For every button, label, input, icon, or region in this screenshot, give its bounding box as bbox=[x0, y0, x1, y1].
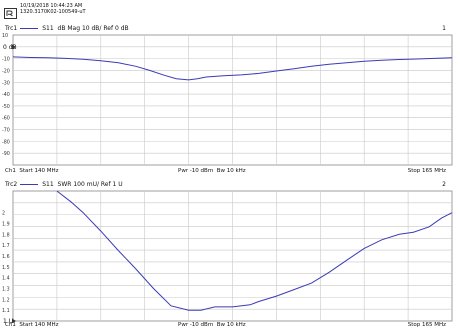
trace2-swatch bbox=[20, 184, 39, 185]
c2-y-tick-label: 1.8 bbox=[2, 232, 10, 238]
c2-y-tick-label: 1.5 bbox=[2, 265, 10, 271]
trace1-y-labels: 10 -10 -20 -30 -40 -50 -60 -70 -80 -90 bbox=[2, 33, 10, 157]
c2-y-tick-label: 1.1 bbox=[2, 308, 10, 314]
trace1-footer-start: Ch1 Start 140 MHz bbox=[5, 168, 59, 174]
trace2-format: SWR bbox=[57, 181, 72, 188]
trace1-ref-marker: 0 dB bbox=[3, 44, 17, 51]
trace2-param: S11 bbox=[42, 181, 54, 188]
trace2-ref: Ref 1 U bbox=[100, 181, 123, 188]
c1-y-tick-label: -70 bbox=[2, 128, 10, 134]
trace2-number: 2 bbox=[442, 181, 446, 188]
trace2-ref-arrow-icon bbox=[12, 318, 16, 323]
trace2-footer-pwr: Pwr -10 dBm bbox=[178, 322, 214, 328]
trace1-footer-ch: Ch1 bbox=[5, 168, 16, 174]
c1-y-tick-label: -60 bbox=[2, 116, 10, 122]
trace2-footer-start: Ch1 Start 140 MHz bbox=[5, 322, 59, 328]
c1-y-tick-label: -20 bbox=[2, 68, 10, 74]
trace1-footer-start-freq: Start 140 MHz bbox=[19, 168, 59, 174]
c1-y-tick-label: -90 bbox=[2, 151, 10, 157]
device-id: 1320.3170K02-100549-uT bbox=[20, 9, 86, 15]
trace2-header: Trc2 S11 SWR 100 mU/ Ref 1 U bbox=[5, 181, 123, 188]
trace1-footer-bw: Bw 10 kHz bbox=[216, 168, 246, 174]
c1-y-tick-label: -10 bbox=[2, 57, 10, 63]
trace2-footer-bw: Bw 10 kHz bbox=[216, 322, 246, 328]
trace1-grid bbox=[12, 34, 453, 166]
trace1-param: S11 bbox=[42, 25, 54, 32]
chart-trace1: 10 -10 -20 -30 -40 -50 -60 -70 -80 -90 0 dB bbox=[2, 33, 453, 166]
c2-y-tick-label: 1.9 bbox=[2, 222, 10, 228]
trace1-header: Trc1 S11 dB Mag 10 dB/ Ref 0 dB bbox=[5, 25, 129, 32]
trace2-footer-ch: Ch1 bbox=[5, 322, 16, 328]
rs-logo-icon bbox=[4, 4, 17, 23]
c1-y-tick-label: -80 bbox=[2, 139, 10, 145]
trace1-footer-stop: Stop 165 MHz bbox=[407, 168, 446, 174]
trace1-ref-arrow-icon bbox=[12, 44, 16, 50]
trace2-grid bbox=[12, 190, 453, 322]
c2-y-tick-label: 1.4 bbox=[2, 276, 10, 282]
c1-y-tick-label: -40 bbox=[2, 92, 10, 98]
trace1-number: 1 bbox=[442, 25, 446, 32]
trace2-id: Trc2 bbox=[5, 181, 18, 188]
chart-trace2: 2 1.9 1.8 1.7 1.6 1.5 1.4 1.3 1.2 1.1 1 U bbox=[2, 190, 453, 323]
trace2-footer-stop: Stop 165 MHz bbox=[407, 322, 446, 328]
c2-y-tick-label: 1.6 bbox=[2, 254, 10, 260]
trace1-format: dB Mag bbox=[57, 25, 81, 32]
trace2-scale: 100 mU/ bbox=[73, 181, 99, 188]
c1-y-tick-label: -30 bbox=[2, 80, 10, 86]
trace1-line bbox=[12, 56, 453, 81]
trace2-ref-marker: 1 U bbox=[3, 318, 13, 323]
trace1-swatch bbox=[20, 28, 39, 29]
trace1-scale: 10 dB/ bbox=[81, 25, 102, 32]
trace1-ref: Ref 0 dB bbox=[103, 25, 129, 32]
trace1-id: Trc1 bbox=[5, 25, 18, 32]
c1-y-tick-label: -50 bbox=[2, 104, 10, 110]
timestamp: 10/19/2018 10:44:23 AM bbox=[20, 3, 83, 9]
trace2-footer-start-freq: Start 140 MHz bbox=[19, 322, 59, 328]
trace2-y-labels: 2 1.9 1.8 1.7 1.6 1.5 1.4 1.3 1.2 1.1 bbox=[2, 211, 10, 314]
c2-y-tick-label: 2 bbox=[2, 211, 5, 217]
c2-y-tick-label: 1.7 bbox=[2, 243, 10, 249]
trace2-footer-center: Pwr -10 dBm Bw 10 kHz bbox=[178, 322, 246, 328]
c1-y-tick-label: 10 bbox=[2, 33, 8, 39]
trace2-line bbox=[56, 190, 453, 311]
c2-y-tick-label: 1.2 bbox=[2, 297, 10, 303]
c2-y-tick-label: 1.3 bbox=[2, 287, 10, 293]
trace1-footer-center: Pwr -10 dBm Bw 10 kHz bbox=[178, 168, 246, 174]
trace1-footer-pwr: Pwr -10 dBm bbox=[178, 168, 214, 174]
